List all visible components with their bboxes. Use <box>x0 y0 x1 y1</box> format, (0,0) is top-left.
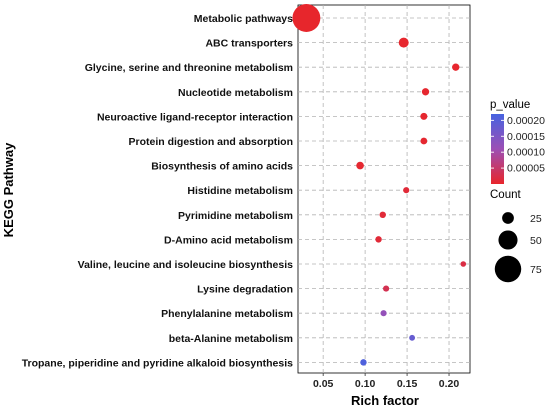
category-label: Neuroactive ligand-receptor interaction <box>97 111 293 123</box>
color-legend-label: 0.00005 <box>507 163 545 175</box>
color-legend-label: 0.00010 <box>507 147 545 159</box>
size-legend-circle <box>498 230 518 250</box>
x-tick-label: 0.05 <box>313 378 334 390</box>
category-label: Biosynthesis of amino acids <box>151 161 293 173</box>
data-point <box>292 4 321 32</box>
x-axis-title: Rich factor <box>351 393 419 408</box>
category-label: Histidine metabolism <box>187 185 293 197</box>
category-label: Phenylalanine metabolism <box>161 308 293 320</box>
data-point <box>398 37 409 48</box>
x-axis-ticks: 0.05 0.10 0.15 0.20 <box>313 373 459 390</box>
size-legend-label: 75 <box>530 264 542 276</box>
category-label: ABC transporters <box>205 38 293 50</box>
category-label: Metabolic pathways <box>194 13 293 25</box>
size-legend-title: Count <box>490 189 521 201</box>
data-point <box>420 137 428 145</box>
data-point <box>375 236 382 243</box>
plot-panel <box>297 4 471 374</box>
category-label: D-Amino acid metabolism <box>164 234 293 246</box>
color-legend-bar <box>491 114 504 184</box>
category-label: Tropane, piperidine and pyridine alkaloi… <box>22 357 293 369</box>
data-point <box>379 211 386 219</box>
size-legend-circle <box>494 255 522 283</box>
data-point <box>403 187 410 194</box>
data-point <box>420 112 428 120</box>
category-label: beta-Alanine metabolism <box>169 333 293 345</box>
color-legend: p_value 0.00020 0.00015 0.00010 0.00005 <box>490 99 545 184</box>
data-point <box>383 285 390 292</box>
category-label: Glycine, serine and threonine metabolism <box>85 62 293 74</box>
y-axis-category-labels: Metabolic pathways ABC transporters Glycin… <box>22 13 293 369</box>
data-point <box>356 161 364 170</box>
size-legend-label: 25 <box>530 213 542 225</box>
category-label: Pyrimidine metabolism <box>178 210 293 222</box>
data-point <box>460 261 467 267</box>
size-legend-label: 50 <box>530 235 542 247</box>
data-point <box>380 310 387 317</box>
color-legend-label: 0.00015 <box>507 131 545 143</box>
x-tick-label: 0.10 <box>355 378 376 390</box>
size-legend: Count 25 50 75 <box>490 189 542 283</box>
category-label: Valine, leucine and isoleucine biosynthe… <box>78 259 293 271</box>
size-legend-circle <box>502 212 514 224</box>
y-axis-title: KEGG Pathway <box>1 142 16 237</box>
color-legend-title: p_value <box>490 99 530 111</box>
x-tick-label: 0.20 <box>439 378 460 390</box>
data-point <box>360 359 367 366</box>
data-point <box>421 88 430 96</box>
data-point <box>409 334 416 341</box>
data-point <box>452 63 460 71</box>
x-tick-label: 0.15 <box>397 378 418 390</box>
color-legend-label: 0.00020 <box>507 115 545 127</box>
category-label: Protein digestion and absorption <box>128 136 293 148</box>
category-label: Lysine degradation <box>197 284 293 296</box>
category-label: Nucleotide metabolism <box>178 87 293 99</box>
data-points <box>292 4 467 366</box>
